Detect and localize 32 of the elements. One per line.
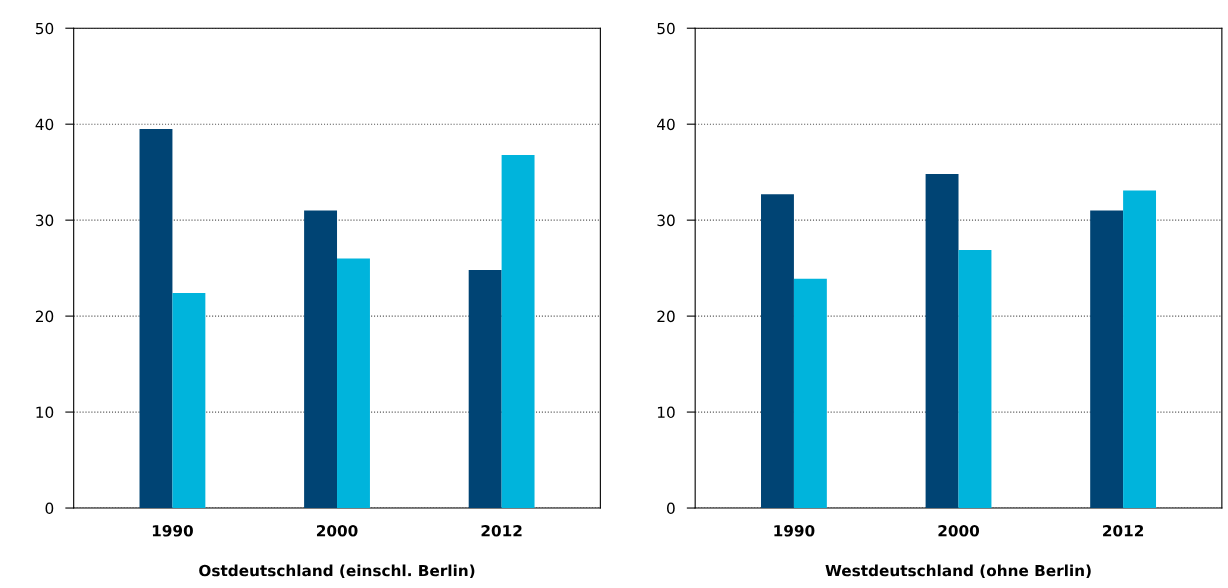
- bar: [501, 154, 535, 509]
- y-tick-label: 30: [35, 214, 54, 227]
- bar: [958, 249, 992, 509]
- y-tick-label: 0: [45, 502, 54, 515]
- bar: [1123, 190, 1157, 509]
- y-tick-label: 10: [36, 406, 54, 419]
- bar: [793, 278, 827, 509]
- x-tick-label: 2012: [1103, 524, 1144, 537]
- y-tick-label: 30: [657, 214, 675, 227]
- y-tick-label: 20: [35, 310, 54, 323]
- y-tick-label: 40: [657, 118, 675, 131]
- bar: [337, 258, 370, 509]
- y-tick-label: 40: [35, 118, 54, 131]
- x-tick-label: 1990: [152, 524, 193, 537]
- bar: [761, 194, 794, 509]
- y-tick-label: 50: [35, 22, 54, 35]
- y-tick-label: 10: [657, 406, 675, 419]
- bar: [172, 293, 206, 509]
- x-tick-label: 2000: [316, 524, 358, 537]
- y-tick-label: 0: [667, 502, 675, 515]
- bar: [139, 128, 173, 509]
- bar: [1090, 210, 1124, 509]
- x-tick-label: 2000: [938, 524, 980, 537]
- x-axis-title: Westdeutschland (ohne Berlin): [825, 564, 1091, 579]
- y-tick-label: 20: [657, 310, 675, 323]
- x-tick-label: 2012: [481, 524, 522, 537]
- x-tick-label: 1990: [774, 524, 815, 537]
- bar: [468, 270, 502, 509]
- x-axis-title: Ostdeutschland (einschl. Berlin): [199, 564, 475, 579]
- y-tick-label: 50: [657, 22, 675, 35]
- bar: [925, 174, 959, 509]
- bar: [304, 210, 338, 509]
